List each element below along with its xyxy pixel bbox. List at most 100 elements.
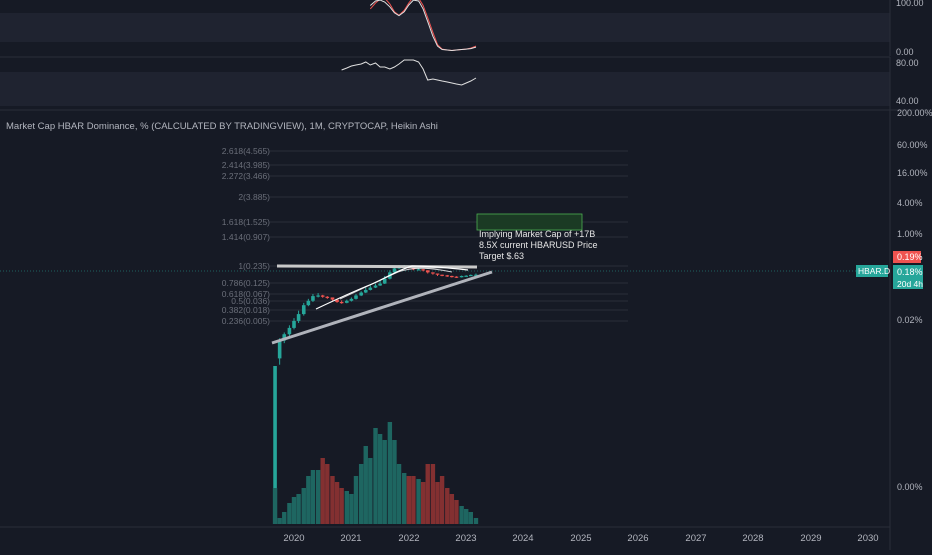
volume-bar — [363, 446, 368, 524]
volume-bar — [353, 476, 359, 524]
candle-body — [373, 285, 378, 288]
red-price-tag-label: 0.19% — [897, 252, 923, 262]
x-axis: 2020 2021 2022 2023 2024 2025 2026 2027 … — [283, 533, 878, 544]
fib-label: 0.5(0.036) — [231, 296, 270, 306]
candle-body — [287, 327, 292, 335]
candle-body — [339, 301, 344, 304]
x-tick-2026: 2026 — [627, 533, 648, 544]
x-tick-2021: 2021 — [340, 533, 361, 544]
support-trendline[interactable] — [271, 270, 493, 345]
candle-body — [431, 272, 435, 274]
y-label-1: 1.00% — [897, 229, 923, 239]
volume-bar — [396, 464, 402, 524]
candle-body — [359, 292, 363, 296]
green-price-tag — [893, 265, 923, 289]
y-label-60: 60.00% — [897, 140, 928, 150]
volume-bar — [406, 476, 411, 524]
candle-body — [296, 314, 301, 321]
chart-title: Market Cap HBAR Dominance, % (CALCULATED… — [6, 121, 438, 132]
volume-bar — [339, 488, 344, 524]
candle-body — [349, 298, 354, 301]
volume-bar — [291, 497, 297, 524]
candle-body — [325, 296, 330, 298]
candle-body — [311, 296, 315, 301]
candle-body — [464, 275, 468, 277]
candle-body — [363, 289, 368, 293]
candle-body — [320, 295, 325, 297]
annotation-line-1: Implying Market Cap of +17B — [479, 229, 595, 239]
volume-bar — [272, 488, 278, 524]
fib-label: 0.236(0.005) — [222, 316, 270, 326]
volume-bar — [334, 482, 340, 524]
volume-bar — [454, 500, 459, 524]
fib-label: 2.272(3.466) — [222, 171, 270, 181]
volume-bar — [296, 494, 301, 524]
target-box — [476, 213, 583, 231]
candle-body — [301, 305, 306, 315]
candle-body — [292, 320, 296, 328]
volume-bar — [411, 476, 416, 524]
volume-bar — [349, 494, 354, 524]
volume-bar — [473, 518, 479, 524]
fib-label: 0.786(0.125) — [222, 278, 270, 288]
volume-bar — [310, 470, 316, 524]
candle-body — [277, 340, 282, 359]
volume-bar — [330, 476, 335, 524]
volume-bar — [306, 476, 311, 524]
x-tick-2023: 2023 — [455, 533, 476, 544]
y-label-16: 16.00% — [897, 168, 928, 178]
fib-label: 2.618(4.565) — [222, 146, 270, 156]
oscillator-line — [341, 59, 477, 86]
volume-bar — [282, 512, 287, 524]
oscillator-1-pane: 100.00 0.00 — [0, 0, 924, 57]
fib-lines — [270, 150, 628, 322]
x-tick-2027: 2027 — [685, 533, 706, 544]
volume-bar — [320, 458, 325, 524]
volume-bar — [464, 509, 469, 524]
ma-curve-2 — [339, 267, 453, 300]
volume-bar — [420, 482, 426, 524]
osc2-scale-label-top: 80.00 — [896, 58, 919, 68]
volume-bar — [387, 422, 393, 524]
x-tick-2025: 2025 — [570, 533, 591, 544]
candle-body — [282, 334, 287, 341]
fib-label: 2(3.885) — [238, 192, 270, 202]
fib-label: 0.618(0.067) — [222, 289, 270, 299]
candle-body — [474, 274, 478, 276]
candle-body — [378, 283, 382, 286]
volume-bar — [377, 434, 383, 524]
oscillator-2-pane: 80.00 40.00 — [0, 56, 919, 110]
volume-bar — [445, 488, 450, 524]
candle-body — [345, 300, 349, 303]
osc2-scale-label-bottom: 40.00 — [896, 96, 919, 106]
fib-label: 2.414(3.985) — [222, 160, 270, 170]
volume-bar — [392, 440, 397, 524]
candle-body — [392, 268, 397, 273]
x-tick-2020: 2020 — [283, 533, 304, 544]
green-price-tag-label: 0.18% — [897, 267, 923, 277]
fib-label: 0.382(0.018) — [222, 305, 270, 315]
candle-body — [445, 275, 450, 277]
resistance-line[interactable] — [276, 264, 478, 269]
volume-bars — [272, 422, 479, 524]
candle-body — [335, 299, 339, 302]
y-label-200: 200.00% — [897, 108, 932, 118]
target-annotation: Implying Market Cap of +17B 8.5X current… — [479, 229, 598, 261]
x-tick-2024: 2024 — [512, 533, 533, 544]
osc1-scale-label-top: 100.00 — [896, 0, 924, 8]
osc1-scale-label-bottom: 0.00 — [896, 47, 914, 57]
candle-body — [450, 275, 454, 278]
x-tick-2030: 2030 — [857, 533, 878, 544]
candle-body — [440, 274, 444, 276]
main-pane: Market Cap HBAR Dominance, % (CALCULATED… — [0, 108, 932, 550]
volume-bar — [287, 503, 292, 524]
volume-bar — [358, 464, 364, 524]
volume-bar — [468, 512, 473, 524]
countdown-label: 20d 4h — [897, 279, 923, 289]
red-price-tag — [893, 251, 921, 263]
symbol-tag[interactable] — [856, 265, 888, 277]
y-label-4: 4.00% — [897, 198, 923, 208]
osc2-lines — [341, 59, 477, 86]
fib-label: 1.414(0.907) — [222, 232, 270, 242]
